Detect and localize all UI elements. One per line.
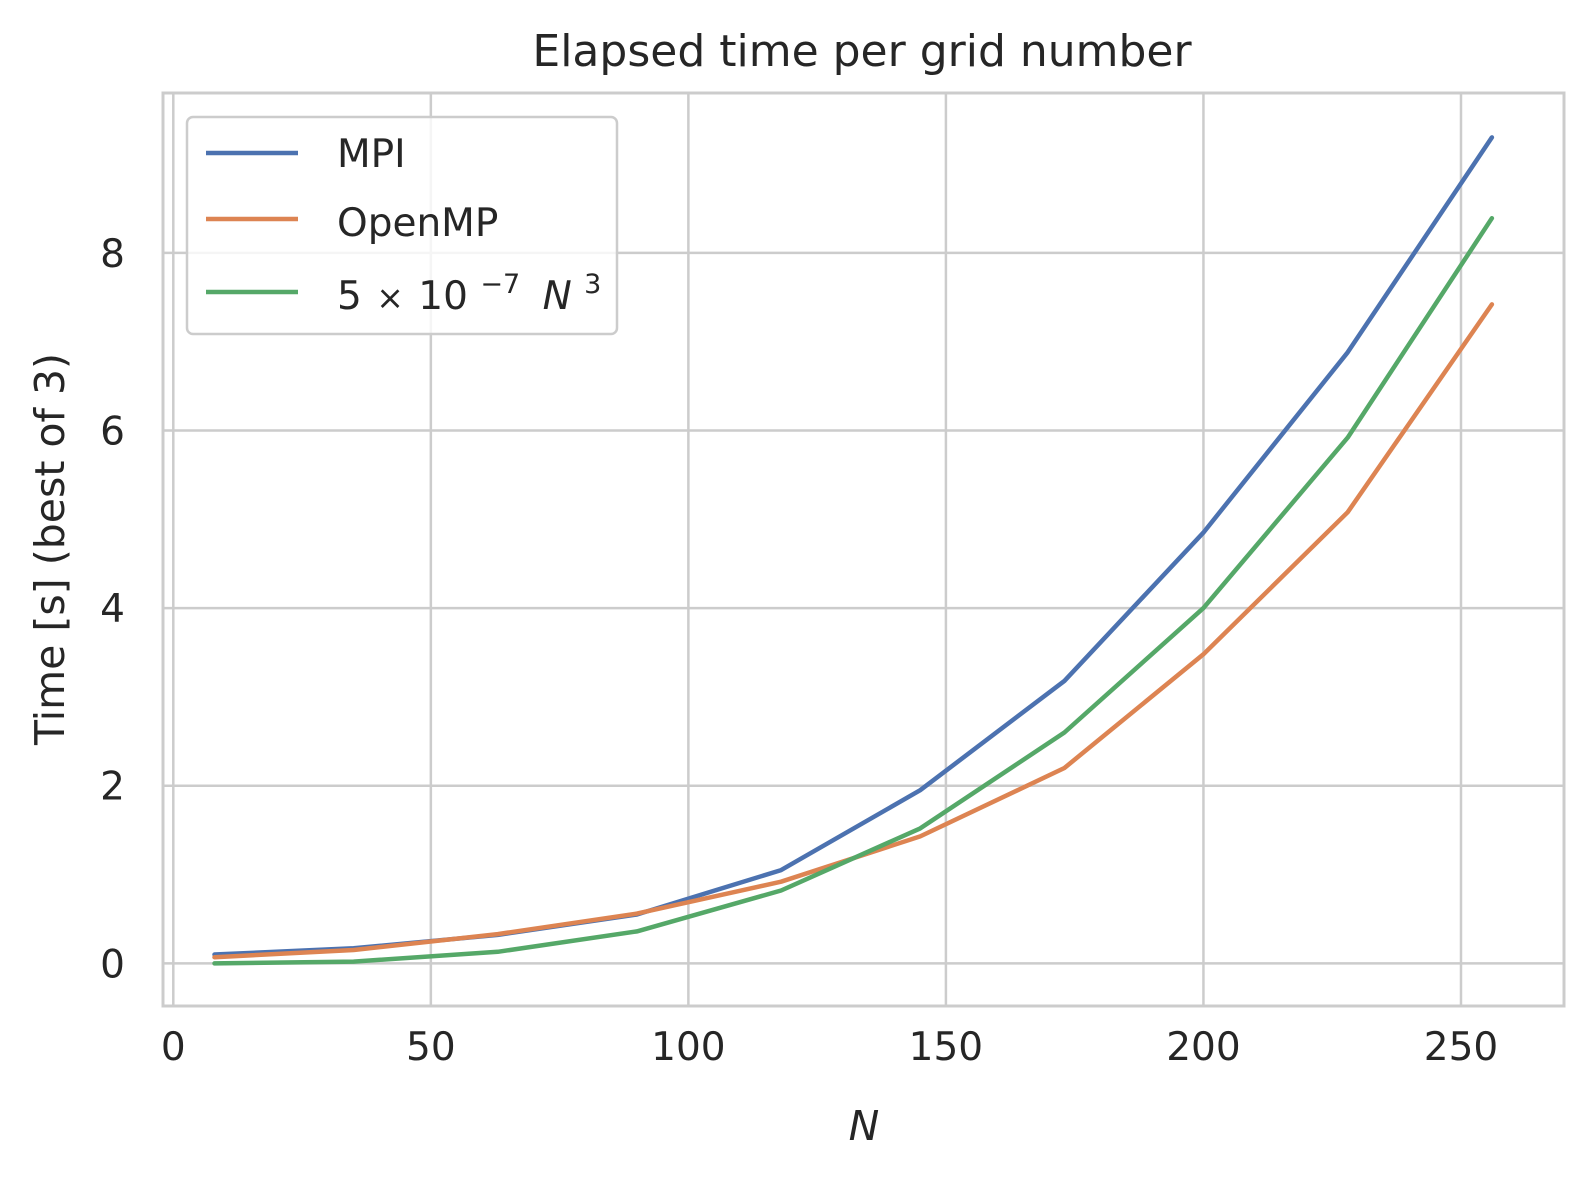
legend-label-var: N: [543, 274, 572, 319]
x-axis-label: N: [849, 1102, 880, 1150]
y-tick-label: 2: [100, 765, 125, 810]
legend-label-mpi: MPI: [337, 132, 406, 177]
y-axis-label: Time [s] (best of 3): [26, 353, 74, 746]
legend: MPI OpenMP 5 × 10 −7 N 3: [187, 117, 617, 334]
x-tick-label: 250: [1424, 1025, 1498, 1070]
legend-label-times: ×: [376, 278, 404, 317]
x-tick-labels: 0 50 100 150 200 250: [161, 1025, 1498, 1070]
y-tick-label: 0: [100, 942, 125, 987]
y-tick-labels: 0 2 4 6 8: [100, 232, 125, 988]
chart-title: Elapsed time per grid number: [532, 26, 1192, 77]
legend-label-exp: −7: [480, 269, 520, 300]
legend-label-var-exp: 3: [584, 269, 601, 300]
legend-label-base: 10: [418, 274, 468, 319]
x-tick-label: 200: [1166, 1025, 1240, 1070]
legend-label-openmp: OpenMP: [337, 201, 498, 246]
y-tick-label: 4: [100, 587, 125, 632]
x-tick-label: 150: [909, 1025, 983, 1070]
legend-label-coef: 5: [337, 274, 362, 319]
y-tick-label: 6: [100, 409, 125, 454]
x-tick-label: 0: [161, 1025, 186, 1070]
x-tick-label: 50: [406, 1025, 456, 1070]
y-tick-label: 8: [100, 232, 125, 277]
x-tick-label: 100: [651, 1025, 725, 1070]
